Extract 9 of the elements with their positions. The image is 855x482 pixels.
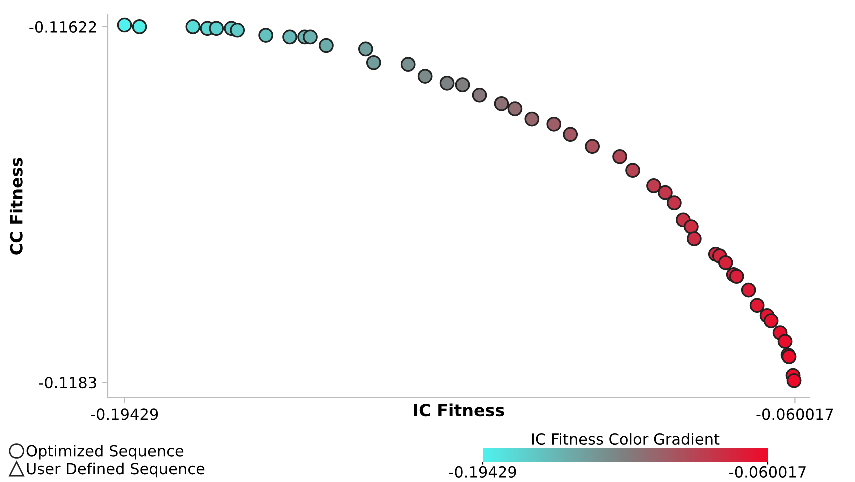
legend-label: User Defined Sequence — [27, 462, 205, 478]
y-tick-label: -0.11622 — [30, 21, 96, 33]
x-axis-title: IC Fitness — [414, 404, 504, 417]
color-bar-label: -0.060017 — [730, 466, 806, 478]
color-bar-label: -0.19429 — [449, 466, 516, 478]
y-tick-label: -0.1183 — [39, 377, 96, 389]
legend-label: Optimized Sequence — [26, 445, 184, 460]
color-bar-title: IC Fitness Color Gradient — [532, 433, 720, 446]
y-axis-title: CC Fitness — [10, 158, 23, 255]
